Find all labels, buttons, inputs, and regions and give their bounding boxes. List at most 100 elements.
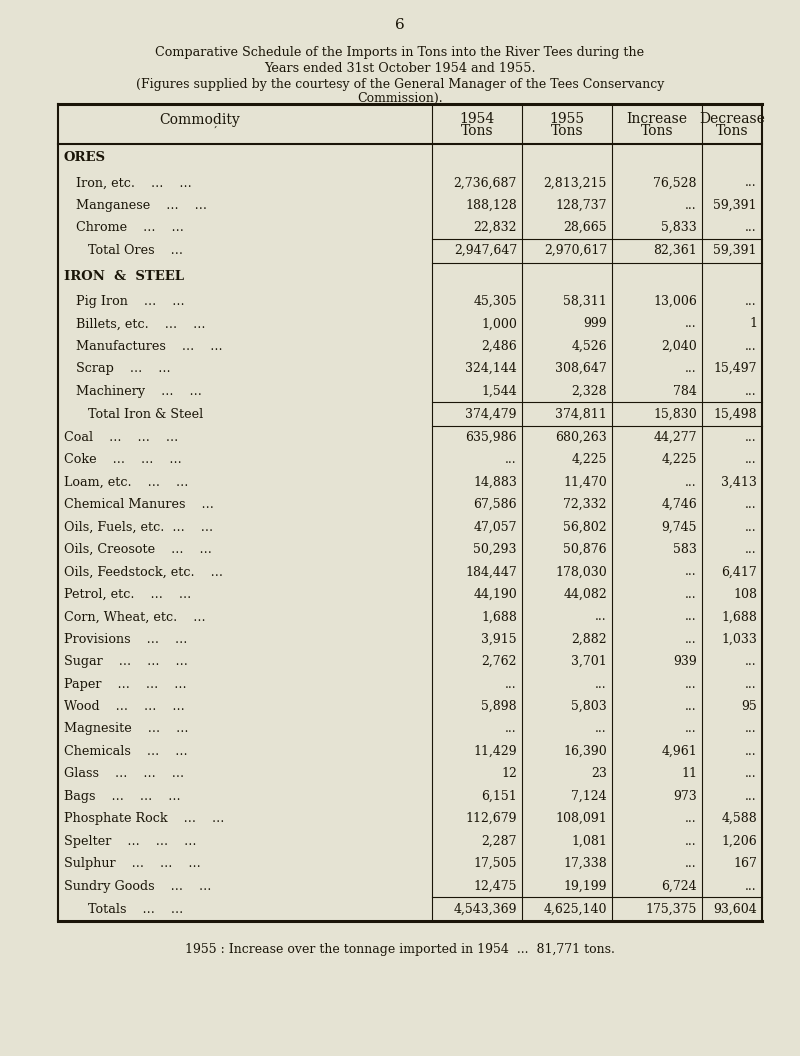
Text: 14,883: 14,883 <box>473 475 517 489</box>
Text: Commodity: Commodity <box>160 113 241 127</box>
Text: 15,830: 15,830 <box>654 408 697 420</box>
Text: 50,293: 50,293 <box>474 543 517 557</box>
Text: ...: ... <box>506 678 517 691</box>
Text: 1,206: 1,206 <box>722 834 757 848</box>
Text: 184,447: 184,447 <box>466 565 517 579</box>
Text: Oils, Fuels, etc.  ...    ...: Oils, Fuels, etc. ... ... <box>64 521 213 533</box>
Text: Wood    ...    ...    ...: Wood ... ... ... <box>64 700 185 713</box>
Text: ...: ... <box>746 431 757 444</box>
Text: Phosphate Rock    ...    ...: Phosphate Rock ... ... <box>64 812 224 825</box>
Text: 82,361: 82,361 <box>654 244 697 258</box>
Text: 1955 : Increase over the tonnage imported in 1954  ...  81,771 tons.: 1955 : Increase over the tonnage importe… <box>185 943 615 956</box>
Text: 4,225: 4,225 <box>662 453 697 467</box>
Text: Paper    ...    ...    ...: Paper ... ... ... <box>64 678 186 691</box>
Text: 59,391: 59,391 <box>714 199 757 211</box>
Text: 15,498: 15,498 <box>714 408 757 420</box>
Text: 13,006: 13,006 <box>653 295 697 308</box>
Text: 17,505: 17,505 <box>474 857 517 870</box>
Text: 28,665: 28,665 <box>563 221 607 234</box>
Text: Iron, etc.    ...    ...: Iron, etc. ... ... <box>76 176 192 189</box>
Text: Billets, etc.    ...    ...: Billets, etc. ... ... <box>76 317 206 331</box>
Text: Spelter    ...    ...    ...: Spelter ... ... ... <box>64 834 197 848</box>
Text: ...: ... <box>746 176 757 189</box>
Text: ...: ... <box>686 857 697 870</box>
Text: 188,128: 188,128 <box>466 199 517 211</box>
Text: 3,915: 3,915 <box>482 633 517 645</box>
Text: ...: ... <box>746 384 757 398</box>
Text: ...: ... <box>746 295 757 308</box>
Text: 4,625,140: 4,625,140 <box>543 903 607 916</box>
Text: ...: ... <box>686 317 697 331</box>
Text: Chemicals    ...    ...: Chemicals ... ... <box>64 744 188 758</box>
Text: 167: 167 <box>733 857 757 870</box>
Text: 6,151: 6,151 <box>482 790 517 803</box>
Text: ...: ... <box>746 744 757 758</box>
Text: Tons: Tons <box>716 124 748 138</box>
Text: 23: 23 <box>591 768 607 780</box>
Text: Decrease: Decrease <box>699 112 765 126</box>
Text: 1,544: 1,544 <box>482 384 517 398</box>
Text: ...: ... <box>746 453 757 467</box>
Text: 47,057: 47,057 <box>474 521 517 533</box>
Text: 59,391: 59,391 <box>714 244 757 258</box>
Text: 11,470: 11,470 <box>563 475 607 489</box>
Text: 11,429: 11,429 <box>474 744 517 758</box>
Text: 4,543,369: 4,543,369 <box>454 903 517 916</box>
Text: ...: ... <box>746 722 757 735</box>
Text: 784: 784 <box>673 384 697 398</box>
Text: 1,688: 1,688 <box>481 610 517 623</box>
Text: 128,737: 128,737 <box>555 199 607 211</box>
Text: 44,082: 44,082 <box>563 588 607 601</box>
Text: Pig Iron    ...    ...: Pig Iron ... ... <box>76 295 185 308</box>
Text: 22,832: 22,832 <box>474 221 517 234</box>
Text: ...: ... <box>686 633 697 645</box>
Text: ...: ... <box>746 678 757 691</box>
Text: ...: ... <box>686 812 697 825</box>
Text: ...: ... <box>686 565 697 579</box>
Text: Tons: Tons <box>550 124 583 138</box>
Text: IRON  &  STEEL: IRON & STEEL <box>64 270 184 283</box>
Text: 2,040: 2,040 <box>662 340 697 353</box>
Text: Corn, Wheat, etc.    ...: Corn, Wheat, etc. ... <box>64 610 206 623</box>
Text: 324,144: 324,144 <box>466 362 517 375</box>
Text: Years ended 31st October 1954 and 1955.: Years ended 31st October 1954 and 1955. <box>264 62 536 75</box>
Text: Tons: Tons <box>641 124 674 138</box>
Text: 72,332: 72,332 <box>563 498 607 511</box>
Text: 1955: 1955 <box>550 112 585 126</box>
Text: 95: 95 <box>742 700 757 713</box>
Text: 1954: 1954 <box>459 112 494 126</box>
Text: 2,287: 2,287 <box>482 834 517 848</box>
Text: ...: ... <box>746 790 757 803</box>
Text: 4,225: 4,225 <box>571 453 607 467</box>
Text: Oils, Creosote    ...    ...: Oils, Creosote ... ... <box>64 543 212 557</box>
Text: ...: ... <box>506 453 517 467</box>
Text: ...: ... <box>506 722 517 735</box>
Text: 12,475: 12,475 <box>474 880 517 892</box>
Text: Magnesite    ...    ...: Magnesite ... ... <box>64 722 189 735</box>
Text: ...: ... <box>746 521 757 533</box>
Text: Coal    ...    ...    ...: Coal ... ... ... <box>64 431 178 444</box>
Text: Petrol, etc.    ...    ...: Petrol, etc. ... ... <box>64 588 191 601</box>
Text: 45,305: 45,305 <box>474 295 517 308</box>
Text: ...: ... <box>595 722 607 735</box>
Text: 17,338: 17,338 <box>563 857 607 870</box>
Text: ...: ... <box>746 880 757 892</box>
Text: 3,413: 3,413 <box>721 475 757 489</box>
Text: 67,586: 67,586 <box>474 498 517 511</box>
Text: 178,030: 178,030 <box>555 565 607 579</box>
Text: 50,876: 50,876 <box>563 543 607 557</box>
Text: ...: ... <box>746 655 757 668</box>
Text: Comparative Schedule of the Imports in Tons into the River Tees during the: Comparative Schedule of the Imports in T… <box>155 46 645 59</box>
Text: 3,701: 3,701 <box>571 655 607 668</box>
Text: ’: ’ <box>214 126 217 134</box>
Text: 1: 1 <box>749 317 757 331</box>
Text: ...: ... <box>595 610 607 623</box>
Text: 7,124: 7,124 <box>571 790 607 803</box>
Text: 175,375: 175,375 <box>646 903 697 916</box>
Text: Bags    ...    ...    ...: Bags ... ... ... <box>64 790 181 803</box>
Text: 374,811: 374,811 <box>555 408 607 420</box>
Text: 1,000: 1,000 <box>481 317 517 331</box>
Text: 9,745: 9,745 <box>662 521 697 533</box>
Text: Glass    ...    ...    ...: Glass ... ... ... <box>64 768 184 780</box>
Text: ...: ... <box>686 362 697 375</box>
